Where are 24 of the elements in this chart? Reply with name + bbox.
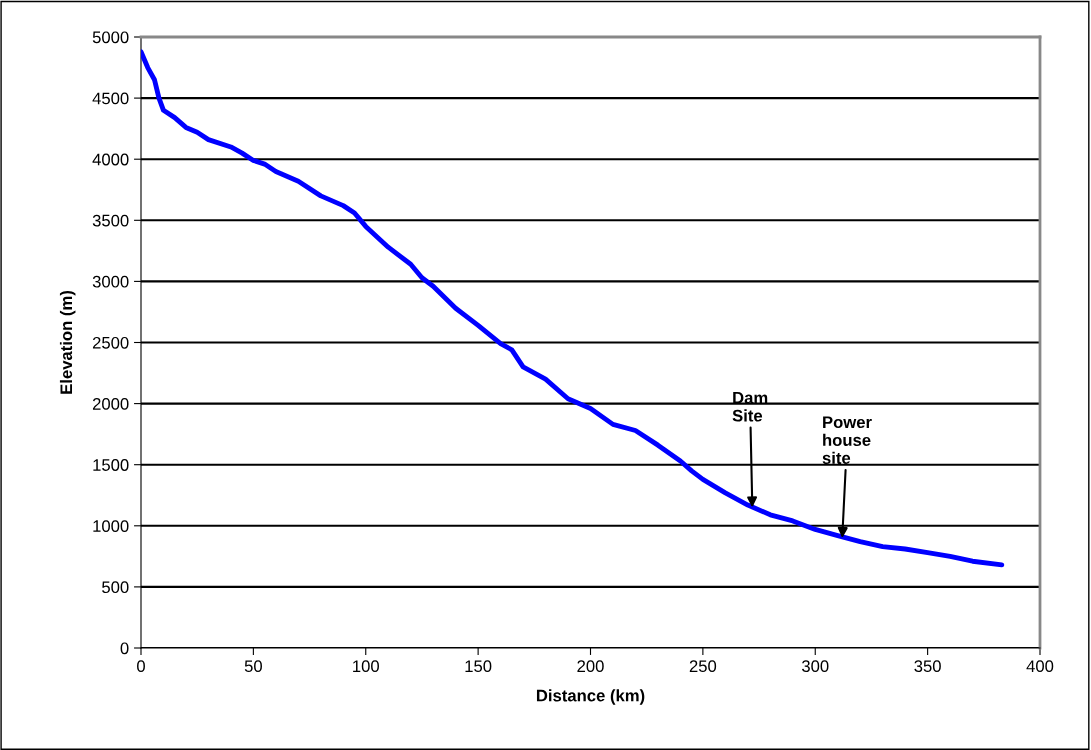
x-tick-label: 350: [914, 660, 941, 673]
y-tick-label: 3500: [92, 214, 129, 227]
x-tick-label: 400: [1026, 660, 1054, 673]
x-tick-label: 150: [465, 660, 492, 673]
x-tick-label: 50: [244, 660, 262, 673]
x-tick-label: 0: [137, 660, 145, 673]
y-tick-label: 0: [120, 642, 129, 655]
y-tick-label: 1500: [93, 459, 129, 471]
y-tick-label: 3000: [92, 275, 129, 288]
y-tick-label: 1000: [93, 520, 129, 532]
y-tick-label: 2500: [92, 336, 129, 349]
y-tick-label: 4000: [92, 153, 129, 166]
y-tick-label: 4500: [92, 92, 129, 105]
y-axis-title: Elevation (m): [59, 291, 76, 394]
x-tick-label: 200: [577, 660, 604, 673]
line-series: [141, 49, 1005, 568]
y-tick-label: 2000: [92, 398, 129, 410]
x-axis-title: Distance (km): [536, 689, 645, 705]
annotation: Power house site: [822, 416, 872, 464]
y-tick-label: 500: [102, 581, 129, 594]
x-tick-label: 250: [689, 660, 717, 673]
y-tick-label: 5000: [92, 31, 129, 44]
x-tick-label: 100: [353, 660, 379, 673]
x-tick-label: 300: [801, 660, 829, 673]
